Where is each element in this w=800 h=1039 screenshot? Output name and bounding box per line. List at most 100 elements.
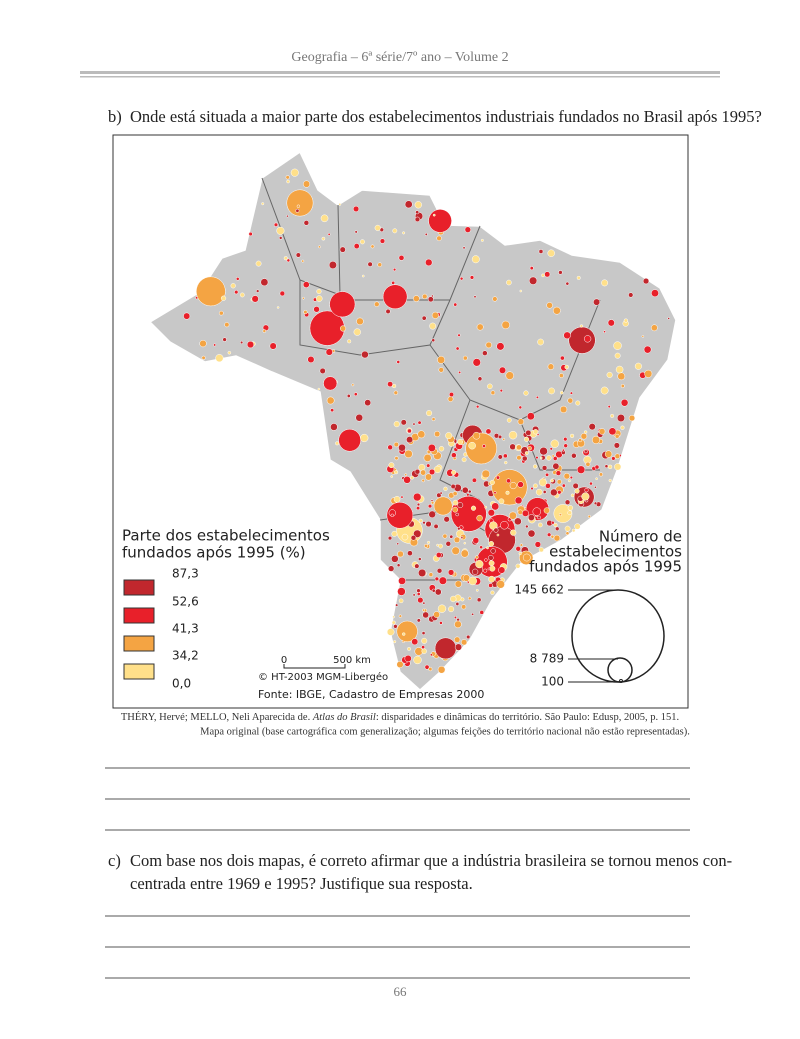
map-dot [464, 226, 471, 233]
header-rule [80, 71, 720, 74]
map-dot [457, 502, 464, 509]
map-dot [424, 543, 428, 548]
map-dot [428, 209, 452, 233]
map-dot [532, 507, 541, 516]
map-dot [553, 522, 558, 527]
map-dot [588, 423, 596, 431]
map-dot [465, 432, 497, 465]
map-dot [551, 454, 555, 458]
map-dot [323, 376, 338, 391]
map-dot [506, 417, 512, 423]
map-dot [442, 533, 448, 539]
map-dot [255, 260, 262, 267]
map-dot [393, 640, 397, 644]
map-dot [498, 566, 506, 574]
map-dot [460, 639, 468, 646]
map-dot [393, 496, 401, 503]
map-dot [426, 463, 431, 468]
citation-note: Mapa original (base cartográfica com gen… [200, 726, 690, 737]
map-dot [431, 311, 439, 319]
map-dot [361, 350, 369, 359]
map-dot [552, 462, 560, 470]
map-dot [424, 232, 428, 236]
map-dot [438, 367, 444, 373]
map-dot [453, 302, 458, 307]
map-dot [438, 543, 443, 549]
map-dot [525, 429, 532, 436]
map-dot [430, 501, 435, 505]
map-dot [402, 632, 406, 636]
map-dot [488, 583, 493, 588]
map-dot [295, 208, 300, 213]
map-dot [607, 319, 615, 327]
map-dot [522, 553, 531, 562]
map-dot [396, 620, 418, 643]
map-dot [482, 444, 486, 448]
map-dot [572, 482, 579, 490]
map-dot [398, 443, 406, 452]
map-dot [295, 252, 301, 258]
map-dot [544, 271, 551, 278]
map-dot [523, 390, 529, 396]
map-dot [571, 528, 576, 533]
map-dot [396, 660, 404, 669]
map-dot [398, 254, 405, 261]
map-dot [261, 202, 265, 206]
map-dot [455, 512, 459, 517]
map-dot [460, 536, 464, 539]
map-dot [574, 488, 580, 494]
map-dot [438, 446, 445, 452]
map-dot [426, 410, 433, 417]
map-dot [439, 491, 443, 495]
map-dot [427, 443, 436, 452]
map-dot [457, 527, 461, 531]
map-dot [417, 420, 422, 425]
legend-swatch [123, 579, 155, 596]
map-dot [484, 505, 488, 509]
map-dot [421, 648, 427, 654]
map-dot [445, 541, 452, 547]
map-dot [433, 611, 440, 618]
map-dot [377, 262, 383, 268]
map-dot [643, 345, 652, 354]
map-dot [496, 533, 500, 537]
map-dot [547, 249, 555, 257]
map-dot [397, 550, 404, 558]
legend-break: 41,3 [172, 622, 199, 636]
map-dot [607, 464, 613, 470]
map-dot [413, 529, 422, 538]
map-dot [421, 478, 425, 483]
map-dot [498, 366, 507, 374]
map-dot [278, 236, 283, 240]
map-dot [575, 400, 581, 406]
map-dot [448, 392, 455, 398]
map-dot [416, 618, 421, 623]
map-dot [240, 340, 244, 345]
map-dot [530, 486, 534, 491]
map-dot [276, 226, 285, 235]
map-dot [516, 455, 522, 461]
map-dot [410, 475, 414, 480]
map-dot [234, 290, 239, 295]
map-dot [472, 358, 481, 367]
map-dot [537, 515, 541, 520]
map-dot [541, 273, 545, 278]
map-dot [260, 278, 269, 287]
size-value: 8 789 [530, 652, 564, 666]
map-dot [414, 201, 422, 209]
map-dot [459, 276, 464, 281]
map-dot [557, 489, 562, 495]
map-dot [431, 417, 436, 422]
map-dot [488, 575, 496, 583]
map-dot [545, 483, 551, 489]
map-dot [227, 350, 232, 355]
map-dot [283, 256, 288, 261]
map-dot [551, 520, 555, 525]
map-dot [230, 283, 236, 289]
map-dot [528, 276, 538, 285]
map-dot [433, 496, 453, 516]
map-dot [538, 478, 547, 487]
map-dot [545, 472, 550, 477]
map-dot [402, 231, 406, 235]
map-dot [533, 464, 538, 469]
